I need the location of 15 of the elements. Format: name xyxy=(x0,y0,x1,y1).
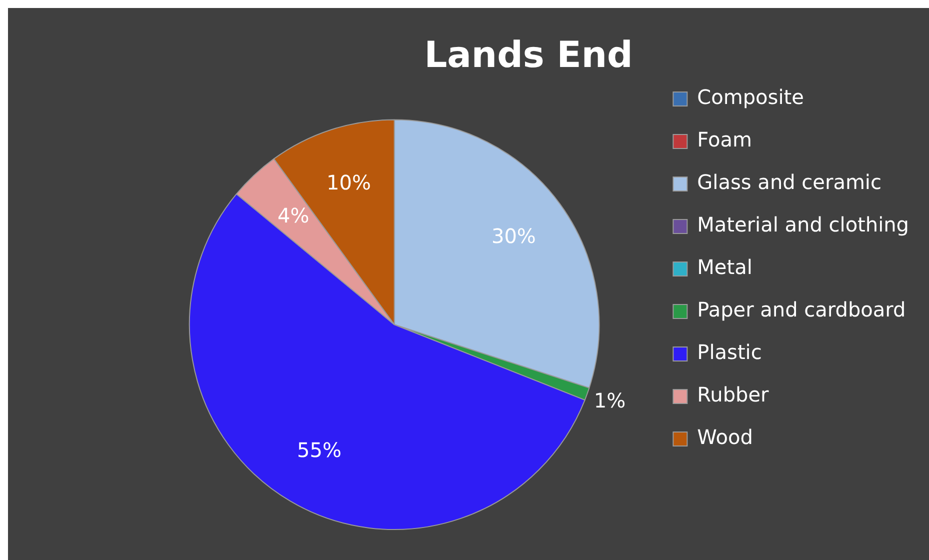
legend-label: Wood xyxy=(697,425,753,450)
data-label: 55% xyxy=(297,438,342,462)
data-label: 30% xyxy=(491,224,536,248)
legend-label: Glass and ceramic xyxy=(697,170,882,194)
data-label: 10% xyxy=(326,170,371,194)
legend-label: Composite xyxy=(697,85,804,110)
legend-label: Metal xyxy=(697,255,752,280)
legend-label: Paper and cardboard xyxy=(697,298,906,322)
data-label: 1% xyxy=(594,388,626,412)
legend-label: Plastic xyxy=(697,340,762,364)
legend-label: Foam xyxy=(697,128,752,152)
data-label: 4% xyxy=(277,203,310,228)
legend-label: Rubber xyxy=(697,382,770,407)
legend-label: Material and clothing xyxy=(697,212,909,237)
chart-title: Lands End xyxy=(424,34,633,76)
